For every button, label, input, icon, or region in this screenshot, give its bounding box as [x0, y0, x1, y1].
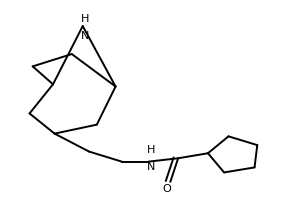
- Text: H: H: [81, 14, 89, 24]
- Text: N: N: [81, 31, 89, 41]
- Text: O: O: [163, 184, 172, 194]
- Text: H: H: [147, 145, 155, 155]
- Text: N: N: [147, 162, 155, 172]
